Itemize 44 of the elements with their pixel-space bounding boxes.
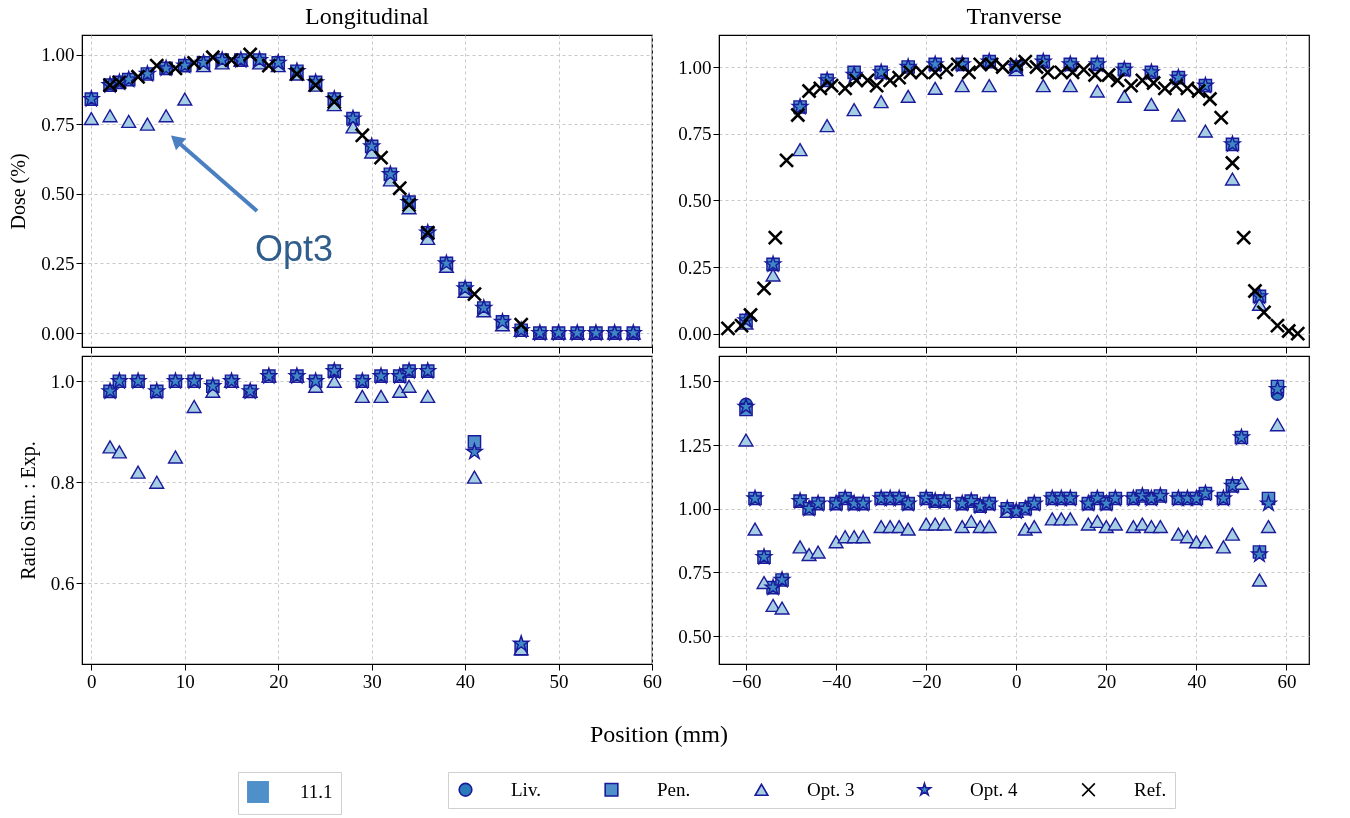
- y-axis-title: Dose (%): [7, 153, 31, 230]
- x-tick-label: 20: [269, 670, 289, 692]
- y-tick-label: 0.6: [50, 572, 75, 594]
- y-tick-label: 1.0: [50, 370, 75, 392]
- y-tick-label: 0.8: [50, 471, 75, 493]
- legend-label: Liv.: [511, 778, 541, 800]
- y-tick-label: 0.25: [678, 256, 712, 278]
- y-tick-label: 0.25: [41, 252, 75, 274]
- x-tick-label: −20: [911, 670, 942, 692]
- y-tick-label: 1.00: [41, 44, 75, 65]
- y-tick-label: 1.00: [678, 498, 712, 520]
- x-tick-label: 60: [1277, 670, 1297, 692]
- y-tick-label: 0.50: [41, 183, 75, 205]
- y-tick-label: 0.75: [678, 561, 712, 583]
- y-tick-label: 1.00: [678, 56, 712, 78]
- y-axis-title: Ratio Sim. : Exp.: [16, 441, 40, 580]
- x-tick-label: 40: [1187, 670, 1207, 692]
- x-tick-label: 60: [643, 670, 662, 692]
- legend-title: 11.1: [300, 781, 333, 802]
- x-tick-label: 20: [1097, 670, 1117, 692]
- x-tick-label: 0: [87, 670, 97, 692]
- legend-label: Opt. 4: [970, 778, 1018, 800]
- x-tick-label: −60: [731, 670, 762, 692]
- x-tick-label: 30: [362, 670, 382, 692]
- x-tick-label: 0: [1012, 670, 1022, 692]
- x-tick-label: 50: [549, 670, 569, 692]
- chart-title: Tranverse: [966, 3, 1062, 29]
- y-tick-label: 1.50: [678, 370, 712, 392]
- x-tick-label: 40: [456, 670, 476, 692]
- y-tick-label: 0.00: [41, 322, 75, 344]
- x-tick-label: −40: [821, 670, 852, 692]
- x-tick-label: 10: [175, 670, 195, 692]
- legend-label: Pen.: [657, 778, 691, 800]
- annotation: Opt3: [254, 228, 334, 269]
- y-tick-label: 0.75: [678, 123, 712, 145]
- y-tick-label: 0.50: [678, 189, 712, 211]
- legend-label: Ref.: [1134, 778, 1167, 800]
- y-tick-label: 0.00: [678, 323, 712, 345]
- legend-label: Opt. 3: [807, 778, 855, 800]
- chart-title: Longitudinal: [305, 3, 430, 29]
- x-axis-title: Position (mm): [589, 720, 728, 747]
- y-tick-label: 0.50: [678, 625, 712, 647]
- y-tick-label: 0.75: [41, 113, 75, 135]
- y-tick-label: 1.25: [678, 434, 712, 456]
